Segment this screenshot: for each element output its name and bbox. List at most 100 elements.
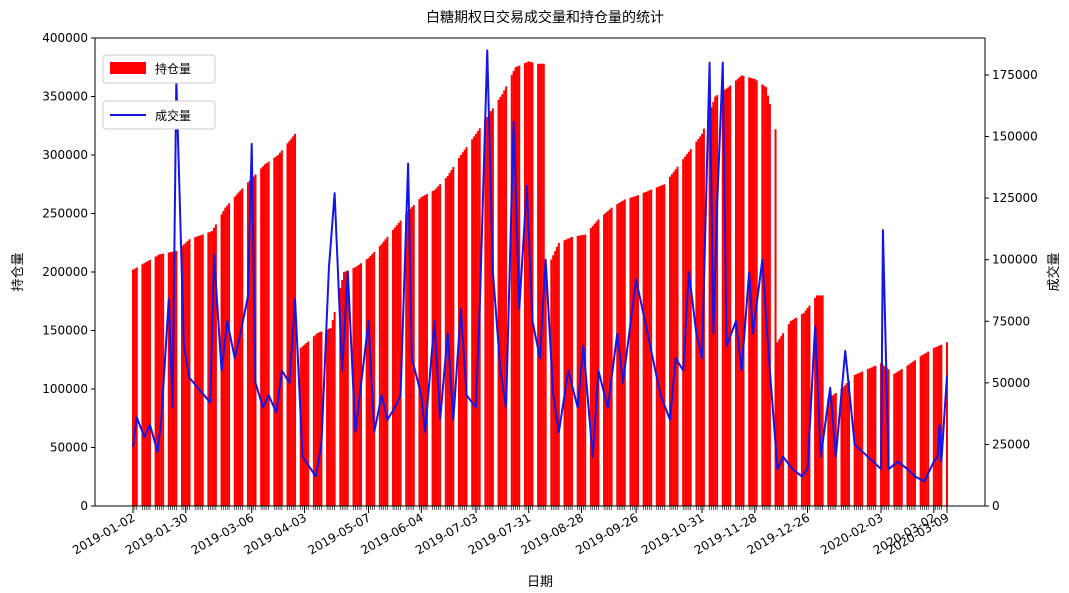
right-y-tick-label: 150000 [992, 130, 1038, 144]
bar [883, 366, 886, 506]
bar [378, 245, 381, 506]
left-y-tick-label: 0 [80, 499, 88, 513]
bar [303, 344, 306, 506]
bar [576, 235, 579, 506]
bar [197, 235, 200, 506]
bar [214, 224, 217, 507]
bar [685, 154, 688, 506]
bar [699, 136, 702, 507]
bar [540, 63, 543, 507]
bar [604, 212, 607, 506]
bar [448, 173, 451, 507]
bar [228, 203, 231, 507]
bar [437, 186, 440, 506]
bar [314, 334, 317, 506]
bar [778, 339, 781, 506]
bar [738, 77, 741, 507]
bar [921, 355, 924, 506]
bar [919, 356, 922, 506]
bar [729, 85, 732, 506]
bar [133, 268, 136, 506]
bar [848, 380, 851, 506]
bar [751, 78, 754, 506]
left-y-tick-label: 350000 [42, 90, 88, 104]
bar [395, 225, 398, 506]
bar [635, 195, 638, 506]
bar [689, 149, 692, 506]
bar [211, 231, 214, 507]
bar [555, 246, 558, 506]
bar [655, 187, 658, 506]
bar [687, 151, 690, 506]
bar [787, 324, 790, 506]
bar [527, 61, 530, 507]
bar [132, 269, 134, 506]
bar [791, 319, 794, 506]
bar [578, 235, 581, 506]
bar [422, 196, 425, 506]
bar [248, 180, 251, 506]
bar [484, 119, 487, 506]
bar [716, 95, 719, 506]
bar [910, 362, 913, 506]
bar [392, 229, 395, 506]
bar [239, 190, 242, 506]
bar [476, 131, 479, 506]
bar [316, 332, 319, 506]
bar [734, 80, 737, 506]
left-y-tick-label: 400000 [42, 31, 88, 45]
bar [646, 191, 649, 506]
bar [940, 344, 943, 506]
bar [525, 62, 528, 507]
bar [439, 184, 442, 506]
bar [471, 139, 474, 506]
bar [768, 103, 771, 507]
bar [550, 259, 553, 506]
bar [459, 155, 462, 506]
bar [356, 265, 359, 506]
bar [418, 199, 421, 506]
right-y-tick-label: 25000 [992, 437, 1030, 451]
bar [486, 116, 489, 506]
bar [333, 312, 336, 506]
bar [695, 141, 698, 507]
bar [386, 236, 389, 506]
y-axis-label-left: 持仓量 [11, 252, 26, 291]
bar [331, 320, 334, 506]
bar [246, 182, 249, 506]
bar [465, 147, 468, 506]
bar [490, 111, 493, 507]
bar [908, 364, 911, 506]
bar [765, 87, 768, 506]
bar [505, 86, 508, 506]
bar [141, 264, 144, 506]
bar [827, 398, 830, 506]
bar [154, 256, 157, 506]
bar [642, 192, 645, 506]
bar [697, 139, 700, 506]
bar [263, 164, 266, 507]
bar [866, 369, 869, 506]
right-y-tick-label: 175000 [992, 68, 1038, 82]
bar [318, 332, 321, 506]
legend-label-bar: 持仓量 [155, 61, 191, 76]
bar [277, 155, 280, 506]
bar [473, 136, 476, 506]
right-y-tick-label: 125000 [992, 191, 1038, 205]
bar [565, 239, 568, 506]
bar [260, 168, 263, 506]
bar [802, 312, 805, 506]
left-y-tick-label: 150000 [42, 324, 88, 338]
bar [582, 234, 585, 506]
bar [135, 267, 138, 506]
bar [934, 347, 937, 506]
bar [868, 368, 871, 506]
right-y-tick-label: 0 [992, 499, 1000, 513]
bar [450, 170, 453, 507]
bar [670, 174, 673, 506]
bar [563, 240, 566, 507]
bar [501, 94, 504, 506]
bar [290, 138, 293, 506]
x-axis: 2019-01-022019-01-302019-03-062019-04-03… [70, 506, 952, 557]
